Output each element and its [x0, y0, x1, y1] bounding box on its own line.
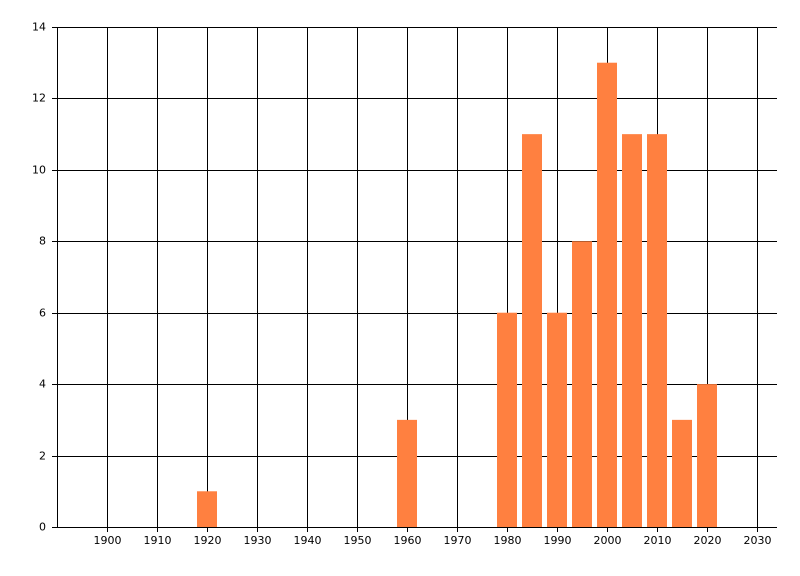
bar — [547, 312, 567, 527]
x-tick-label: 1920 — [194, 534, 222, 547]
bar — [622, 134, 642, 527]
bar — [647, 134, 667, 527]
y-tick-label: 10 — [32, 164, 46, 177]
x-tick-label: 1910 — [144, 534, 172, 547]
x-tick-label: 1980 — [494, 534, 522, 547]
x-tick-label: 2030 — [744, 534, 772, 547]
y-tick-label: 12 — [32, 92, 46, 105]
bar — [572, 241, 592, 528]
bar — [197, 491, 217, 527]
bar — [397, 419, 417, 527]
y-tick-label: 8 — [39, 235, 46, 248]
bar — [522, 134, 542, 527]
x-tick-label: 1990 — [544, 534, 572, 547]
bar — [497, 312, 517, 527]
x-tick-label: 1960 — [394, 534, 422, 547]
y-tick-label: 2 — [39, 450, 46, 463]
x-tick-label: 2000 — [594, 534, 622, 547]
y-tick-label: 14 — [32, 21, 46, 34]
y-tick-label: 6 — [39, 307, 46, 320]
x-tick-label: 2020 — [694, 534, 722, 547]
bar — [597, 62, 617, 527]
x-tick-label: 1970 — [444, 534, 472, 547]
y-tick-label: 0 — [39, 521, 46, 534]
bar — [697, 384, 717, 527]
x-tick-label: 2010 — [644, 534, 672, 547]
x-tick-label: 1900 — [94, 534, 122, 547]
y-tick-label: 4 — [39, 378, 46, 391]
x-tick-label: 1930 — [244, 534, 272, 547]
x-tick-label: 1950 — [344, 534, 372, 547]
bar — [672, 419, 692, 527]
x-tick-label: 1940 — [294, 534, 322, 547]
